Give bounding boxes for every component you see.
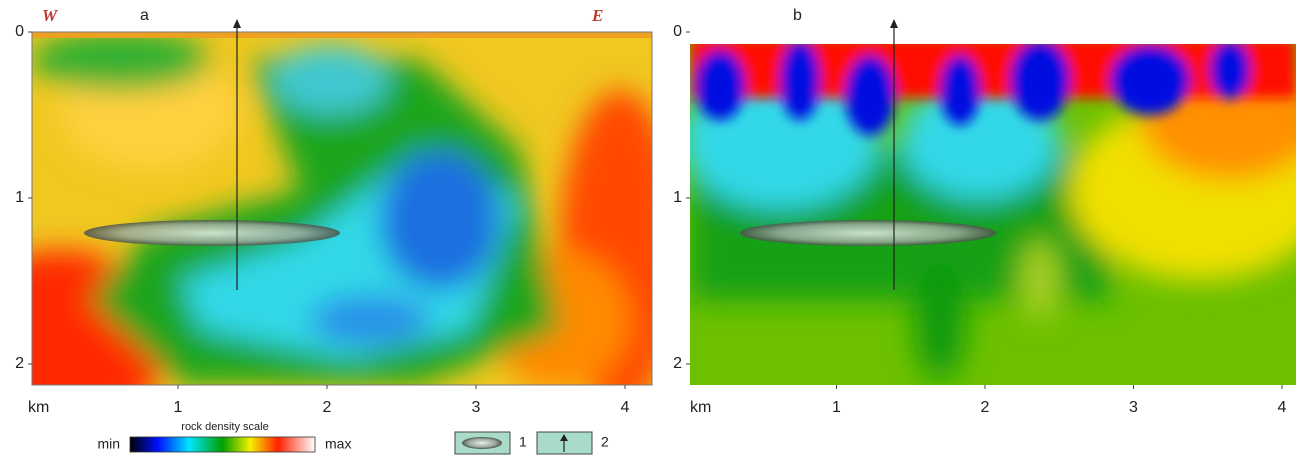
- legend-item: 2: [601, 434, 609, 450]
- y-tick-label: 0: [673, 23, 682, 40]
- scale-max: max: [325, 436, 351, 452]
- x-tick-label: 3: [1129, 399, 1138, 416]
- x-unit: km: [690, 399, 711, 416]
- x-tick-label: 1: [174, 399, 183, 416]
- legend-ore-body: [462, 437, 502, 449]
- panel-label: a: [140, 7, 149, 24]
- figure: W E a b km km rock density scale min max…: [0, 0, 1296, 455]
- scale-min: min: [97, 436, 120, 452]
- density-section-b: [680, 32, 1296, 385]
- ore-body: [84, 220, 340, 246]
- x-tick-label: 2: [323, 399, 332, 416]
- y-tick-label: 2: [15, 355, 24, 372]
- east-label: E: [591, 6, 603, 25]
- x-unit: km: [28, 399, 49, 416]
- x-tick-label: 4: [621, 399, 630, 416]
- y-tick-label: 2: [673, 355, 682, 372]
- y-tick-label: 1: [15, 189, 24, 206]
- x-tick-label: 2: [981, 399, 990, 416]
- x-tick-label: 1: [832, 399, 841, 416]
- y-tick-label: 1: [673, 189, 682, 206]
- panel-label: b: [793, 7, 802, 24]
- x-tick-label: 3: [472, 399, 481, 416]
- ore-body: [740, 220, 996, 246]
- color-scale: [130, 437, 315, 452]
- y-tick-label: 0: [15, 23, 24, 40]
- west-label: W: [42, 6, 59, 25]
- legend-item: 1: [519, 434, 527, 450]
- x-tick-label: 4: [1278, 399, 1287, 416]
- scale-title: rock density scale: [181, 421, 268, 433]
